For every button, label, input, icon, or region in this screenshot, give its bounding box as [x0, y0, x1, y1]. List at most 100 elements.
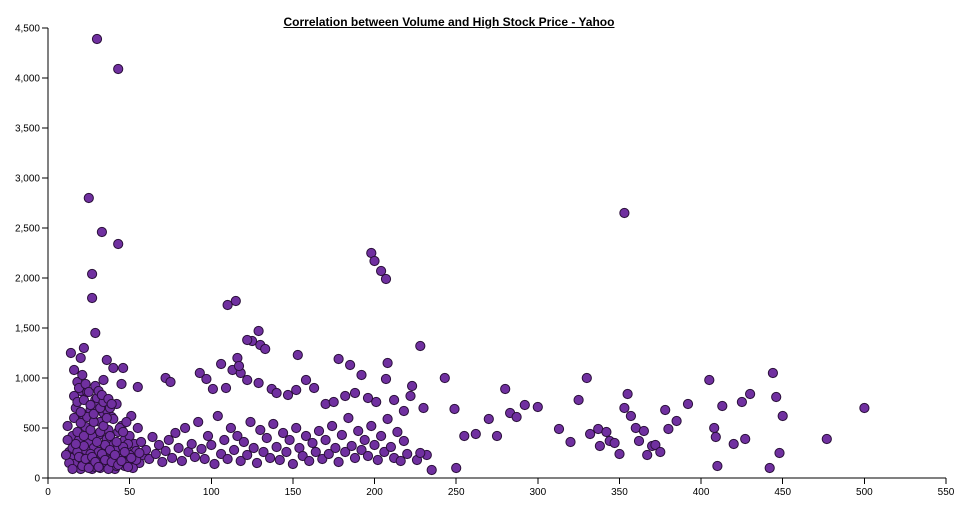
data-point [349, 452, 361, 464]
y-tick-label: 4,500 [15, 24, 40, 35]
x-tick-label: 300 [529, 487, 546, 498]
data-point [242, 334, 253, 346]
y-tick-label: 500 [23, 424, 40, 435]
data-point [291, 384, 302, 396]
data-point [287, 458, 298, 470]
data-point [304, 455, 315, 467]
data-point [121, 416, 132, 428]
data-point [300, 374, 312, 386]
data-point [93, 461, 104, 473]
data-point [78, 342, 90, 354]
data-point [389, 394, 400, 406]
data-point [77, 369, 88, 381]
data-point [176, 455, 187, 467]
y-tick-label: 2,500 [15, 224, 40, 235]
data-point [426, 464, 437, 476]
data-point [777, 410, 788, 422]
data-point [268, 418, 279, 430]
data-point [113, 63, 124, 75]
x-tick-label: 550 [938, 487, 955, 498]
data-point [278, 427, 289, 439]
data-point [147, 431, 158, 443]
data-point [483, 413, 494, 425]
data-point [310, 446, 321, 458]
data-point [65, 347, 77, 359]
data-point [372, 454, 383, 466]
x-tick-label: 400 [693, 487, 710, 498]
data-point [222, 453, 233, 465]
data-point [349, 387, 361, 399]
data-point [745, 388, 756, 400]
data-point [407, 380, 418, 392]
data-point [83, 192, 94, 204]
data-point [619, 402, 630, 414]
y-tick-label: 3,000 [15, 174, 40, 185]
data-point [157, 456, 168, 468]
data-point [212, 410, 223, 422]
data-point [253, 325, 264, 337]
data-point [229, 444, 240, 456]
data-point [85, 399, 96, 411]
data-point [230, 295, 241, 307]
data-point [356, 444, 367, 456]
data-point [87, 292, 98, 304]
data-point [136, 436, 147, 448]
data-point [83, 462, 94, 474]
data-point [180, 422, 191, 434]
data-point [134, 447, 145, 459]
data-point [470, 428, 481, 440]
data-point [219, 434, 230, 446]
data-point [274, 454, 285, 466]
data-point [376, 430, 387, 442]
data-point [353, 425, 364, 437]
data-point [392, 426, 403, 438]
data-point [220, 382, 232, 394]
data-point [728, 438, 739, 450]
data-point [439, 372, 450, 384]
data-point [98, 374, 109, 386]
data-point [62, 434, 73, 446]
data-point [565, 436, 576, 448]
data-point [242, 449, 253, 461]
x-tick-label: 50 [124, 487, 136, 498]
data-point [740, 433, 751, 445]
data-point [774, 447, 785, 459]
points-layer [60, 33, 870, 476]
data-point [451, 462, 462, 474]
data-point [633, 435, 645, 447]
data-point [75, 417, 86, 429]
data-point [170, 427, 181, 439]
data-point [362, 450, 374, 462]
data-point [282, 389, 294, 401]
data-point [671, 415, 682, 427]
data-point [225, 422, 236, 434]
data-point [109, 449, 121, 461]
data-point [292, 349, 303, 361]
data-point [307, 437, 318, 449]
data-point [78, 430, 90, 442]
data-point [709, 422, 720, 434]
data-point [418, 402, 429, 414]
data-point [87, 268, 98, 280]
data-point [601, 426, 612, 438]
data-point [660, 404, 671, 416]
data-point [132, 381, 143, 393]
data-point [712, 460, 723, 472]
data-point [245, 416, 256, 428]
data-point [69, 364, 80, 376]
data-point [320, 434, 331, 446]
data-point [242, 374, 253, 386]
data-point [251, 457, 263, 469]
x-axis-ticks: 0 50 100 150 200 250 300 350 400 450 500 550 [45, 478, 955, 498]
y-tick-label: 1,000 [15, 374, 40, 385]
data-point [255, 424, 266, 436]
data-point [382, 357, 393, 369]
data-point [532, 401, 543, 413]
data-point [371, 396, 382, 408]
data-point [96, 226, 108, 238]
data-point [650, 439, 661, 451]
data-point [194, 367, 205, 379]
data-point [345, 359, 356, 371]
data-point [609, 437, 620, 449]
data-point [313, 425, 325, 437]
